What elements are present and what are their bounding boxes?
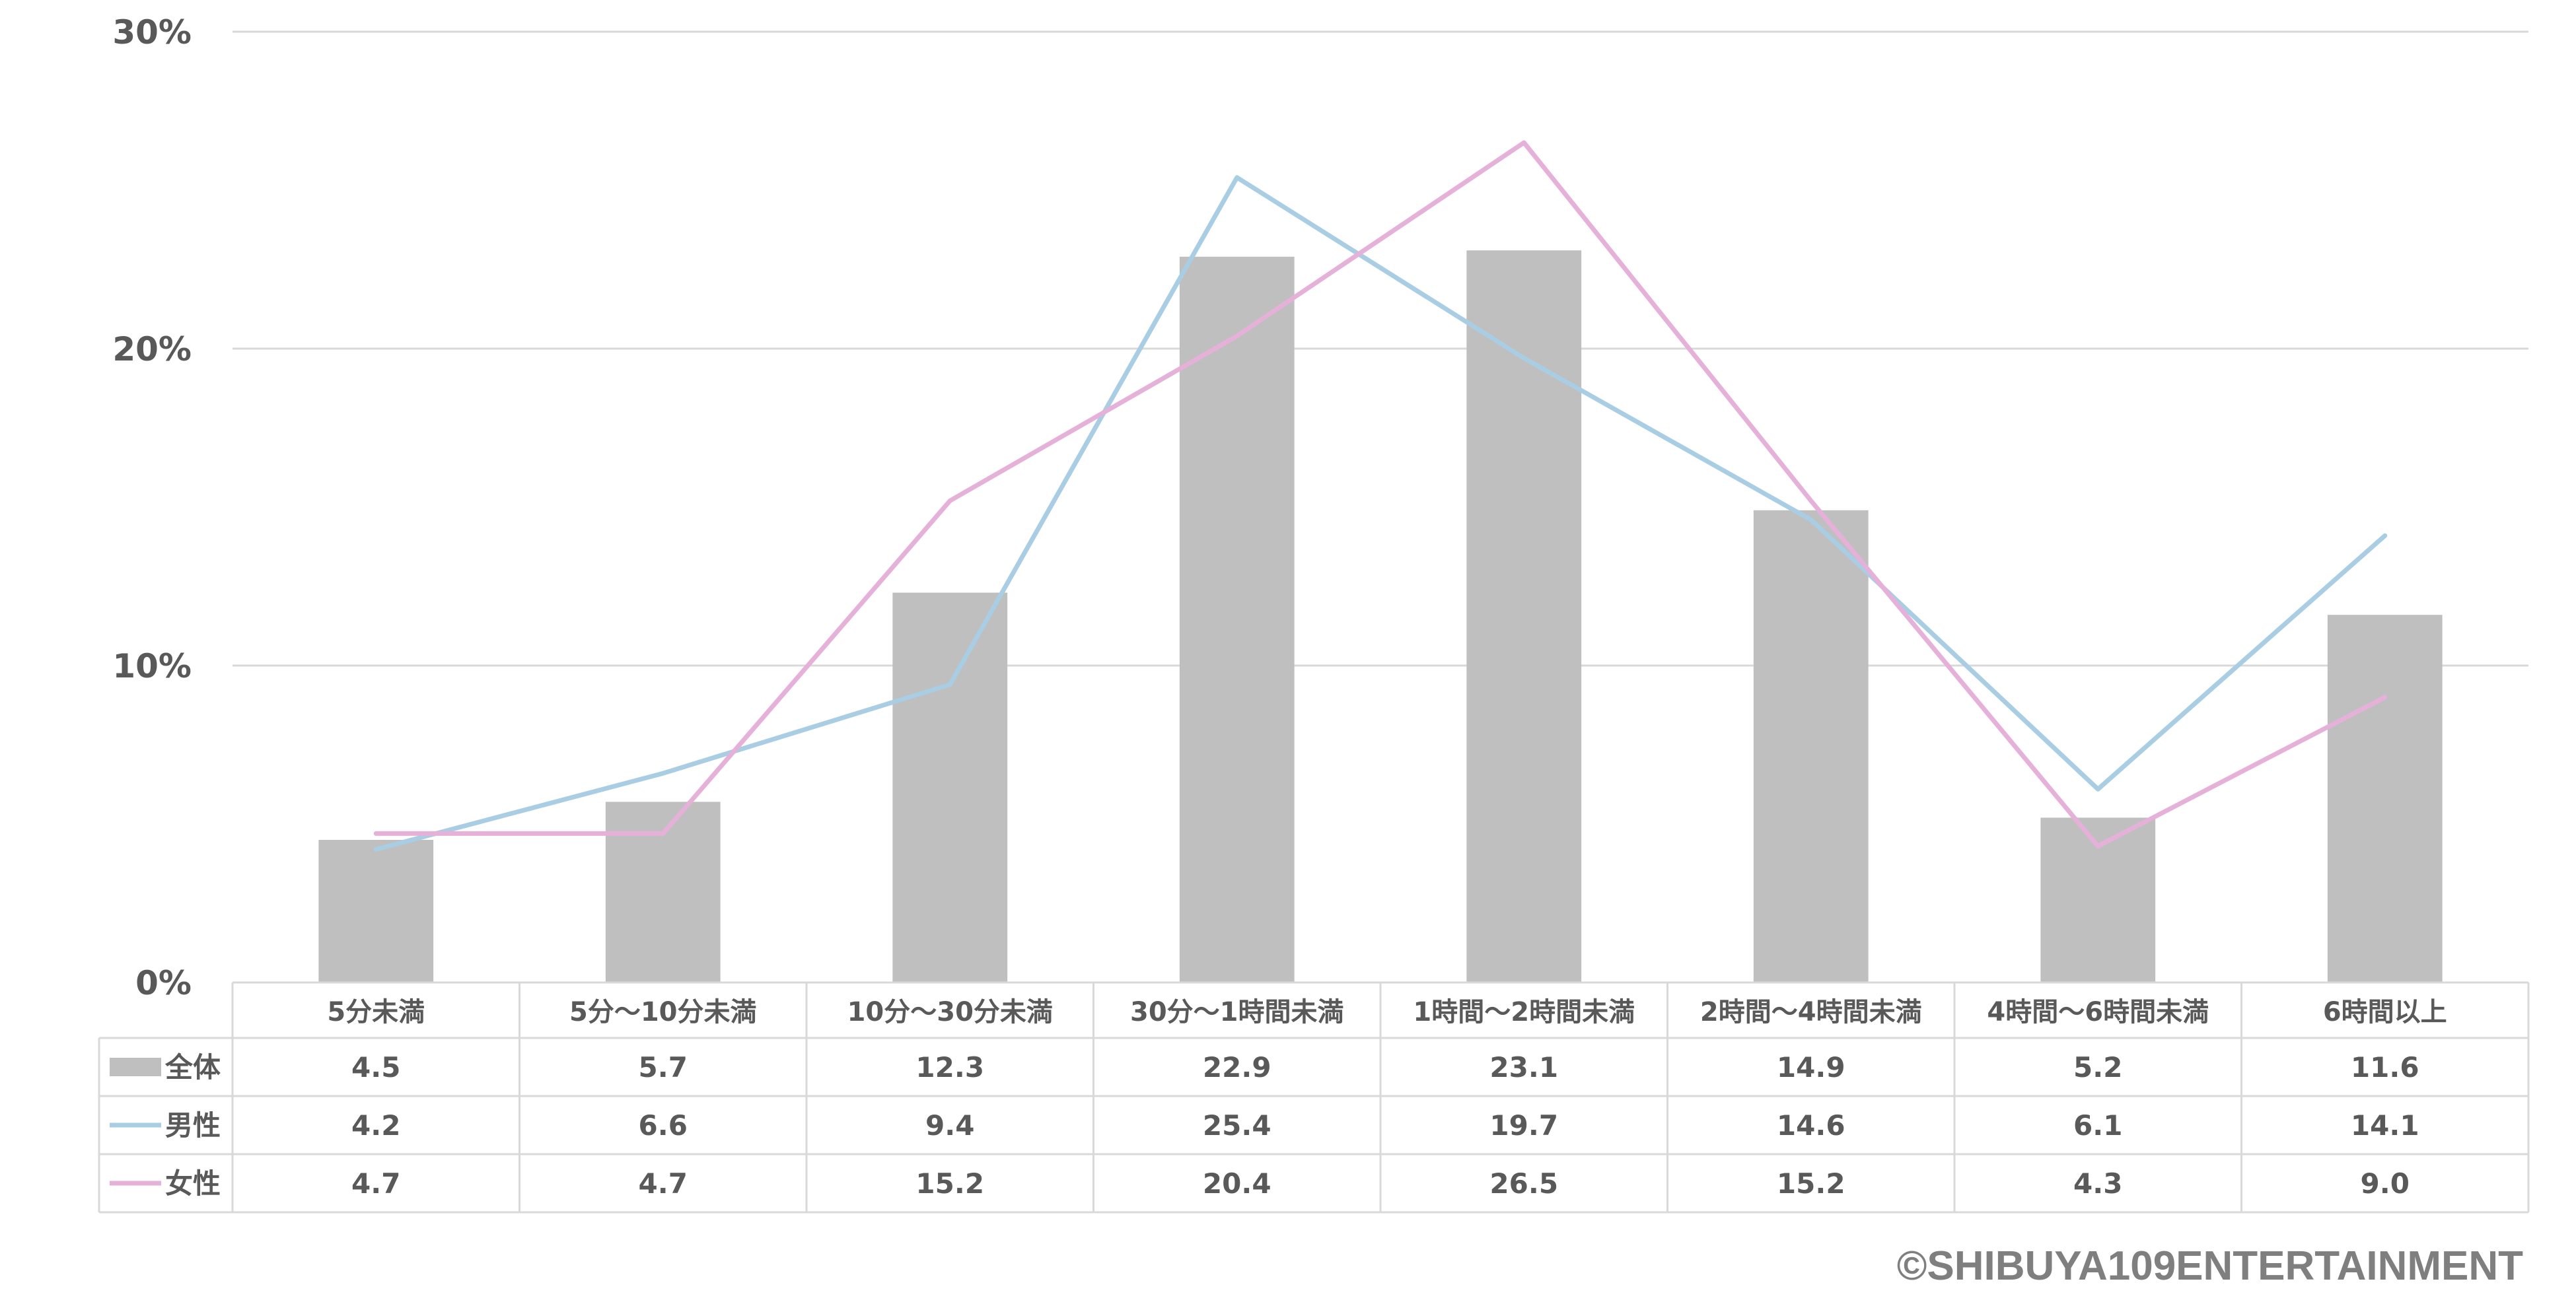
series-line [373, 140, 2388, 849]
bar [1179, 256, 1295, 982]
y-tick-label: 10% [112, 647, 192, 685]
series-line [373, 175, 2388, 852]
y-axis-tick-labels: 0% 10% 20% 30% [112, 13, 192, 1002]
series-name: 全体 [164, 1051, 221, 1084]
bar [2327, 615, 2443, 982]
bar [318, 840, 434, 982]
table-cell-value: 19.7 [1489, 1109, 1558, 1142]
table-cell-value: 11.6 [2351, 1051, 2419, 1084]
table-cell-value: 20.4 [1203, 1167, 1271, 1200]
table-cell-value: 4.2 [351, 1109, 400, 1142]
legend-key [110, 1058, 161, 1076]
table-cell-value: 15.2 [915, 1167, 984, 1200]
y-tick-label: 30% [112, 13, 192, 52]
category-label: 2時間〜4時間未満 [1700, 997, 1922, 1027]
y-tick-label: 20% [112, 330, 192, 368]
table-cell-value: 14.9 [1777, 1051, 1845, 1084]
table-cell-value: 25.4 [1203, 1109, 1271, 1142]
category-label: 5分〜10分未満 [569, 997, 757, 1027]
table-cell-value: 22.9 [1203, 1051, 1271, 1084]
table-cell-value: 4.3 [2073, 1167, 2122, 1200]
table-cell-value: 9.4 [925, 1109, 974, 1142]
series-name: 女性 [165, 1167, 221, 1200]
bar [605, 802, 721, 982]
table-cell-value: 4.7 [351, 1167, 400, 1200]
data-table: 5分未満 5分〜10分未満 10分〜30分未満 30分〜1時間未満 1時間〜2時間未満 2… [98, 981, 2530, 1214]
table-cell-value: 14.6 [1777, 1109, 1845, 1142]
y-tick-label: 0% [135, 964, 192, 1002]
table-cell-value: 23.1 [1489, 1051, 1558, 1084]
copyright-text: ©SHIBUYA109ENTERTAINMENT [1897, 1243, 2523, 1289]
category-label: 6時間以上 [2323, 997, 2447, 1027]
bar [2040, 817, 2156, 982]
table-cell-value: 5.2 [2073, 1051, 2122, 1084]
bar [892, 592, 1008, 982]
table-cell-value: 6.6 [639, 1109, 688, 1142]
category-label: 30分〜1時間未満 [1130, 997, 1344, 1027]
category-label: 10分〜30分未満 [847, 997, 1053, 1027]
table-cell-value: 4.5 [351, 1051, 400, 1084]
table-cell-value: 14.1 [2351, 1109, 2419, 1142]
table-cell-value: 26.5 [1489, 1167, 1558, 1200]
category-label: 4時間〜6時間未満 [1987, 997, 2209, 1027]
bar [1466, 250, 1582, 983]
bar [1753, 510, 1869, 982]
table-cell-value: 5.7 [639, 1051, 688, 1084]
line-series [373, 140, 2388, 852]
category-label: 5分未満 [327, 997, 425, 1027]
gridlines [233, 30, 2528, 667]
category-label: 1時間〜2時間未満 [1413, 997, 1635, 1027]
bar-series [318, 250, 2443, 983]
table-cell-value: 9.0 [2361, 1167, 2410, 1200]
table-cell-value: 4.7 [639, 1167, 688, 1200]
table-cell-value: 15.2 [1777, 1167, 1845, 1200]
table-cell-value: 12.3 [915, 1051, 984, 1084]
series-name: 男性 [165, 1109, 221, 1142]
table-cell-value: 6.1 [2073, 1109, 2122, 1142]
